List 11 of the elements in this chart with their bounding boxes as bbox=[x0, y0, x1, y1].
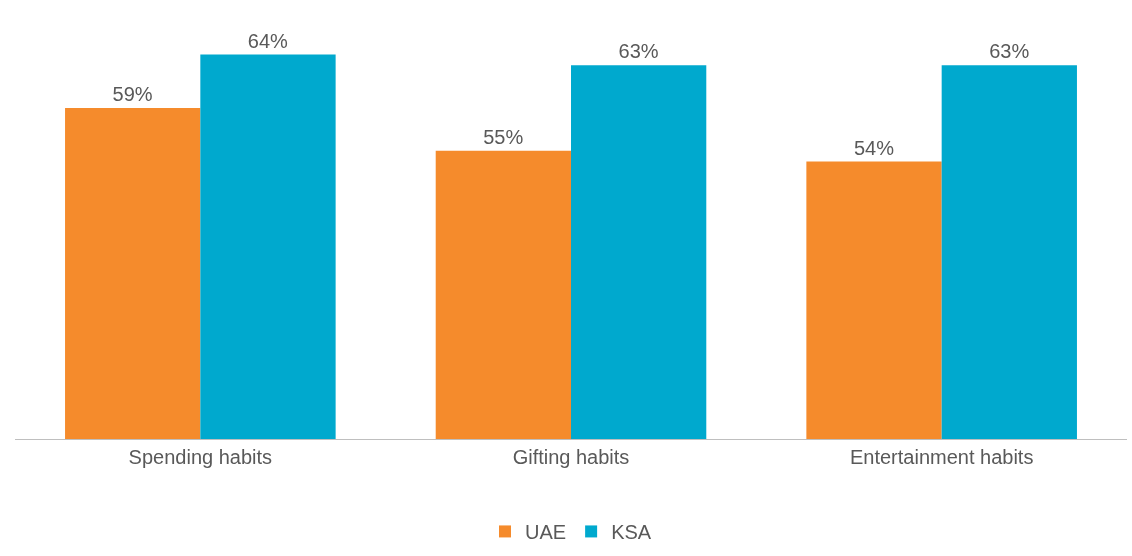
data-label: 63% bbox=[618, 40, 659, 63]
legend-label: KSA bbox=[611, 521, 652, 544]
x-tick-label: Spending habits bbox=[128, 446, 273, 468]
data-label: 59% bbox=[112, 83, 153, 106]
x-tick-label: Entertainment habits bbox=[849, 446, 1034, 468]
data-label: 63% bbox=[989, 40, 1030, 63]
data-label: 55% bbox=[483, 125, 524, 148]
data-label: 54% bbox=[853, 136, 895, 159]
legend-label: UAE bbox=[525, 521, 567, 544]
x-tick-label: Gifting habits bbox=[512, 446, 630, 468]
data-label: 64% bbox=[247, 29, 289, 52]
